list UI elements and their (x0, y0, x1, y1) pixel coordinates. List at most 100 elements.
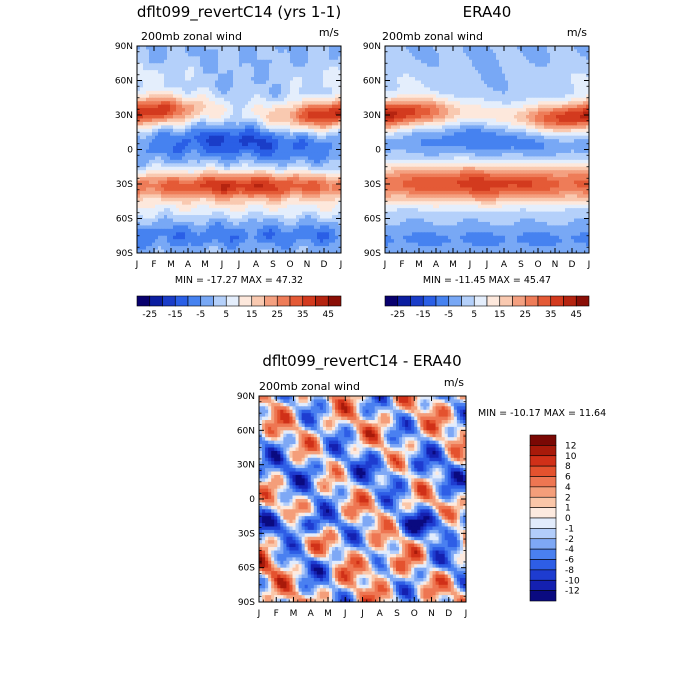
contour-cell (167, 56, 171, 61)
contour-cell (206, 180, 210, 185)
contour-cell (308, 232, 312, 237)
contour-cell (263, 87, 267, 92)
contour-cell (335, 94, 339, 99)
contour-cell (302, 142, 306, 147)
contour-cell (526, 63, 530, 68)
contour-cell (412, 70, 416, 74)
contour-cell (550, 73, 554, 78)
contour-cell (293, 118, 297, 123)
contour-cell (299, 66, 303, 71)
contour-cell (290, 215, 294, 219)
contour-cell (251, 208, 255, 212)
contour-cell (197, 132, 201, 137)
contour-cell (335, 159, 339, 164)
contour-cell (194, 235, 198, 240)
y-tick-label: 30S (116, 180, 133, 190)
contour-cell (203, 80, 207, 85)
contour-cell (230, 97, 234, 102)
contour-cell (167, 146, 171, 150)
contour-cell (164, 149, 168, 154)
contour-cell (400, 70, 404, 74)
contour-cell (448, 66, 452, 71)
contour-cell (302, 77, 306, 81)
contour-cell (329, 156, 333, 161)
contour-cell (149, 111, 153, 116)
contour-cell (185, 94, 189, 99)
contour-cell (314, 249, 318, 253)
contour-cell (466, 63, 470, 68)
contour-cell (439, 56, 443, 61)
contour-cell (305, 170, 309, 175)
contour-cell (227, 246, 231, 250)
contour-cell (140, 111, 144, 116)
contour-cell (206, 125, 210, 130)
contour-cell (335, 184, 339, 188)
contour-cell (176, 73, 180, 78)
contour-cell (332, 77, 336, 81)
contour-cell (137, 135, 141, 140)
contour-cell (272, 239, 276, 244)
contour-cell (152, 115, 156, 119)
contour-cell (511, 49, 515, 54)
contour-cell (269, 204, 273, 209)
contour-cell (487, 77, 491, 81)
contour-cell (170, 87, 174, 92)
contour-cell (200, 197, 204, 202)
contour-cell (296, 159, 300, 164)
contour-cell (167, 87, 171, 92)
contour-cell (290, 177, 294, 181)
contour-cell (215, 104, 219, 109)
contour-cell (248, 166, 252, 171)
contour-cell (266, 166, 270, 171)
contour-cell (281, 73, 285, 78)
contour-cell (215, 249, 219, 253)
contour-cell (326, 242, 330, 247)
contour-cell (212, 70, 216, 74)
contour-cell (203, 125, 207, 130)
contour-cell (409, 83, 413, 88)
contour-cell (577, 63, 581, 68)
contour-cell (233, 163, 237, 168)
contour-cell (586, 80, 589, 85)
contour-cell (155, 80, 159, 85)
contour-cell (257, 111, 261, 116)
contour-cell (203, 135, 207, 140)
contour-cell (170, 225, 174, 230)
contour-cell (167, 246, 171, 250)
contour-cell (227, 208, 231, 212)
colorbar-swatch (136, 295, 151, 307)
contour-cell (263, 101, 267, 106)
contour-cell (218, 201, 222, 206)
contour-cell (391, 59, 395, 64)
contour-cell (191, 232, 195, 237)
contour-cell (299, 215, 303, 219)
contour-cell (305, 152, 309, 157)
contour-cell (278, 249, 282, 253)
contour-cell (164, 184, 168, 188)
contour-cell (317, 49, 321, 54)
contour-cell (287, 56, 291, 61)
contour-cell (152, 128, 156, 133)
contour-cell (257, 221, 261, 226)
contour-cell (245, 73, 249, 78)
contour-cell (281, 70, 285, 74)
contour-cell (520, 59, 524, 64)
contour-cell (296, 115, 300, 119)
contour-cell (541, 49, 545, 54)
contour-cell (320, 225, 324, 230)
contour-cell (269, 242, 273, 247)
contour-cell (158, 139, 162, 143)
contour-cell (146, 90, 150, 95)
contour-cell (173, 180, 177, 185)
contour-cell (227, 163, 231, 168)
contour-cell (155, 170, 159, 175)
contour-cell (161, 73, 165, 78)
contour-cell (230, 163, 234, 168)
contour-cell (275, 208, 279, 212)
contour-cell (209, 125, 213, 130)
contour-cell (191, 135, 195, 140)
contour-cell (185, 118, 189, 123)
contour-cell (284, 215, 288, 219)
colorbar-swatch (315, 295, 329, 307)
contour-cell (224, 97, 228, 102)
